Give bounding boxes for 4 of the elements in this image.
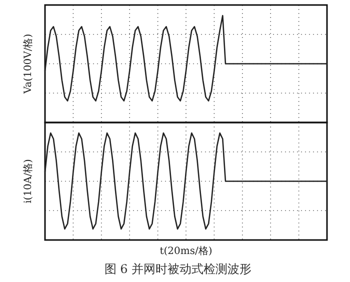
y-axis-title: Va(100V/格): [22, 34, 34, 95]
caption: 图 6 并网时被动式检测波形: [104, 262, 252, 276]
x-axis-title: t(20ms/格): [160, 245, 212, 257]
y-axis-title: i(10A/格): [22, 159, 34, 204]
